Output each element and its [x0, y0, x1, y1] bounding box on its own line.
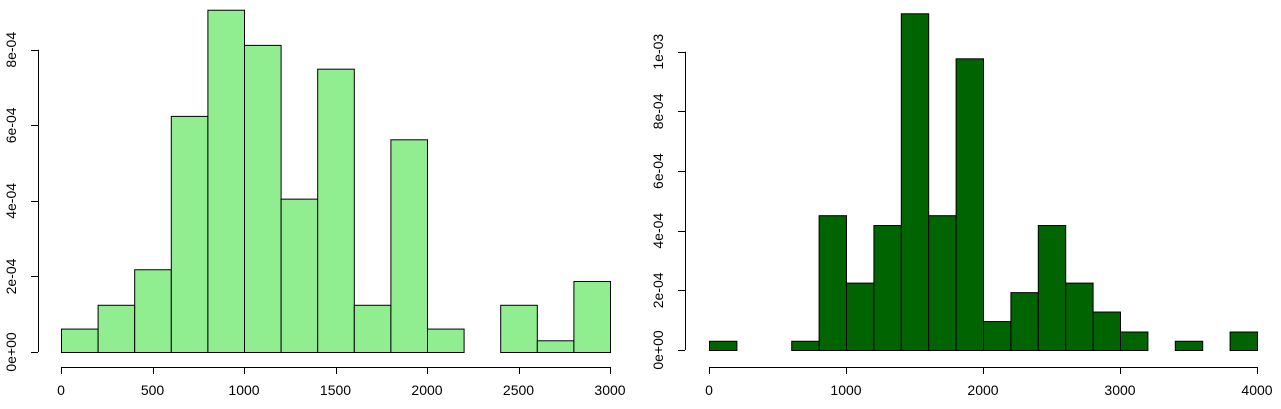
histogram-bar	[280, 198, 319, 353]
x-tick-label: 3000	[594, 382, 625, 398]
histogram-bar	[1010, 292, 1039, 351]
y-tick-label: 0e+00	[650, 330, 666, 370]
bars	[709, 13, 1258, 352]
x-tick-label: 1000	[830, 382, 861, 398]
histogram-bar	[353, 304, 392, 353]
y-tick-label: 8e-04	[3, 32, 19, 68]
histogram-bar	[846, 282, 875, 352]
histogram-bar	[983, 321, 1012, 352]
histogram-bar	[134, 269, 172, 353]
histogram-bar	[61, 328, 99, 354]
histogram-bar	[1092, 311, 1122, 351]
bars	[61, 9, 612, 354]
histogram-bar	[955, 58, 985, 351]
histogram-bar	[427, 328, 465, 354]
histogram-bar	[1037, 225, 1067, 352]
histogram-bar	[317, 68, 355, 354]
x-tick-label: 2500	[503, 382, 534, 398]
x-tick-label: 0	[705, 382, 713, 398]
y-tick-label: 4e-04	[650, 213, 666, 249]
histogram-bar	[928, 215, 957, 351]
histogram-bar	[818, 215, 848, 351]
x-tick-label: 500	[141, 382, 165, 398]
histogram-bar	[873, 225, 902, 352]
x-tick-label: 2000	[967, 382, 998, 398]
y-axis: 0e+00 2e-04 4e-04 6e-04 8e-04 1e-03	[650, 34, 686, 370]
histogram-bar	[390, 139, 428, 353]
histogram-bar	[1174, 340, 1204, 352]
histogram-bar	[244, 44, 282, 353]
histogram-bar	[900, 13, 930, 352]
x-tick-label: 2000	[411, 382, 442, 398]
x-axis: 0 1000 2000 3000 4000	[705, 367, 1273, 398]
histogram-bar	[1065, 282, 1094, 352]
y-tick-label: 4e-04	[3, 183, 19, 219]
histogram-bar	[170, 115, 209, 353]
y-tick-label: 2e-04	[3, 258, 19, 294]
histogram-bar	[536, 340, 575, 353]
histogram-bar	[709, 340, 738, 352]
y-tick-label: 1e-03	[650, 34, 666, 70]
histogram-left: 0 500 1000 1500 2000 2500 3000 0e+00 2e-04 4e-04 6…	[3, 9, 626, 398]
histogram-bar	[1120, 331, 1149, 351]
histogram-bar	[573, 280, 612, 354]
x-tick-label: 1000	[228, 382, 259, 398]
y-tick-label: 2e-04	[650, 272, 666, 308]
y-tick-label: 6e-04	[650, 153, 666, 189]
histogram-right: 0 1000 2000 3000 4000 0e+00 2e-04 4e-04 6e-04 8e-…	[650, 13, 1273, 398]
histogram-bar	[97, 304, 136, 353]
histogram-bar	[207, 9, 245, 353]
histogram-bar	[1229, 331, 1258, 351]
histogram-bar	[791, 340, 820, 352]
x-axis: 0 500 1000 1500 2000 2500 3000	[57, 367, 626, 398]
y-axis: 0e+00 2e-04 4e-04 6e-04 8e-04	[3, 32, 39, 372]
y-tick-label: 8e-04	[650, 93, 666, 129]
x-tick-label: 4000	[1241, 382, 1272, 398]
x-tick-label: 0	[57, 382, 65, 398]
y-tick-label: 6e-04	[3, 107, 19, 143]
histogram-bar	[500, 304, 538, 353]
x-tick-label: 3000	[1104, 382, 1135, 398]
y-tick-label: 0e+00	[3, 332, 19, 372]
x-tick-label: 1500	[320, 382, 351, 398]
